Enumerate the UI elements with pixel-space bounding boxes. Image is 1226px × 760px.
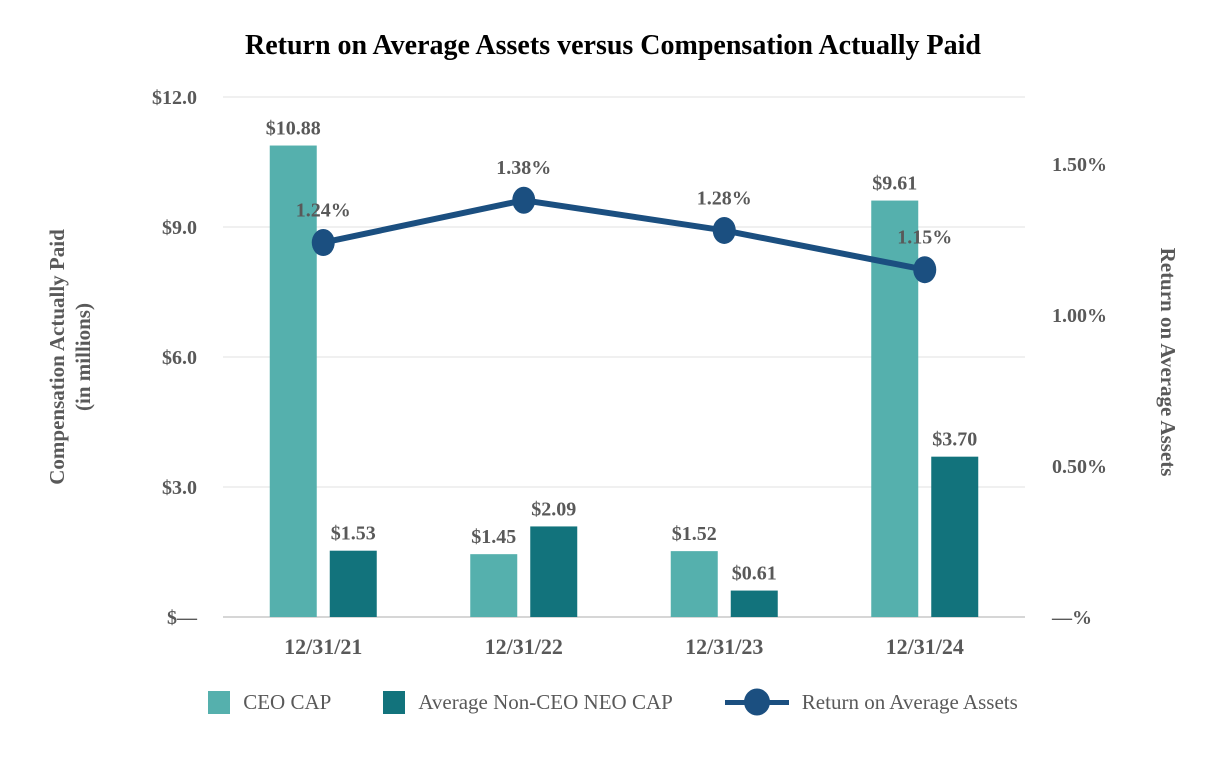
bar-data-label: $2.09 <box>531 498 576 520</box>
legend-label-non-ceo-cap: Average Non-CEO NEO CAP <box>418 689 673 714</box>
left-axis-tick-label: $9.0 <box>162 217 197 239</box>
left-axis-tick-label: $— <box>167 607 198 629</box>
legend-item-roaa: Return on Average Assets <box>724 688 1018 716</box>
category-label: 12/31/21 <box>284 634 362 659</box>
right-axis-tick-label: 1.00% <box>1052 305 1107 327</box>
legend-line-dot <box>743 688 770 716</box>
bar-non-ceo-cap <box>530 526 578 617</box>
legend-swatch-ceo-cap <box>208 690 231 714</box>
left-axis-tick-label: $3.0 <box>162 477 197 499</box>
right-axis-tick-label: 1.50% <box>1052 154 1107 176</box>
legend-item-ceo-cap: CEO CAP <box>208 690 331 715</box>
legend-label-ceo-cap: CEO CAP <box>243 689 332 714</box>
legend-swatch-non-ceo-cap <box>383 690 406 714</box>
bar-non-ceo-cap <box>329 550 377 617</box>
roaa-data-label: 1.28% <box>697 187 752 209</box>
bar-data-label: $9.61 <box>872 173 917 195</box>
roaa-marker <box>712 216 736 244</box>
legend-line-marker-icon <box>724 688 789 716</box>
legend-label-roaa: Return on Average Assets <box>801 689 1018 714</box>
legend-item-non-ceo-cap: Average Non-CEO NEO CAP <box>383 689 673 715</box>
bar-ceo-cap <box>269 145 317 618</box>
bar-non-ceo-cap <box>931 456 979 617</box>
roaa-line <box>322 197 926 273</box>
right-axis-tick-label: —% <box>1051 607 1092 629</box>
category-label: 12/31/23 <box>685 634 763 659</box>
roaa-data-label: 1.24% <box>296 200 351 222</box>
bar-data-label: $1.52 <box>672 523 717 545</box>
chart-title: Return on Average Assets versus Compensa… <box>244 30 982 61</box>
roaa-marker <box>913 256 937 284</box>
roaa-marker <box>512 186 536 214</box>
roaa-marker <box>311 229 335 257</box>
bar-data-label: $1.53 <box>331 523 376 545</box>
roaa-data-label: 1.38% <box>496 157 551 179</box>
roaa-data-label: 1.15% <box>897 227 952 249</box>
bar-ceo-cap <box>470 554 518 617</box>
bar-ceo-cap <box>670 551 718 617</box>
bar-ceo-cap <box>871 200 919 618</box>
bar-non-ceo-cap <box>730 590 778 617</box>
right-axis-tick-label: 0.50% <box>1052 456 1107 478</box>
category-label: 12/31/22 <box>485 634 563 659</box>
bar-data-label: $10.88 <box>266 118 321 140</box>
category-label: 12/31/24 <box>886 634 964 659</box>
left-axis-tick-label: $12.0 <box>152 87 197 109</box>
legend: CEO CAP Average Non-CEO NEO CAP Return o… <box>0 686 1226 718</box>
bar-data-label: $3.70 <box>932 429 977 451</box>
bar-data-label: $0.61 <box>732 563 777 585</box>
left-axis-tick-label: $6.0 <box>162 347 197 369</box>
bar-data-label: $1.45 <box>471 526 516 548</box>
